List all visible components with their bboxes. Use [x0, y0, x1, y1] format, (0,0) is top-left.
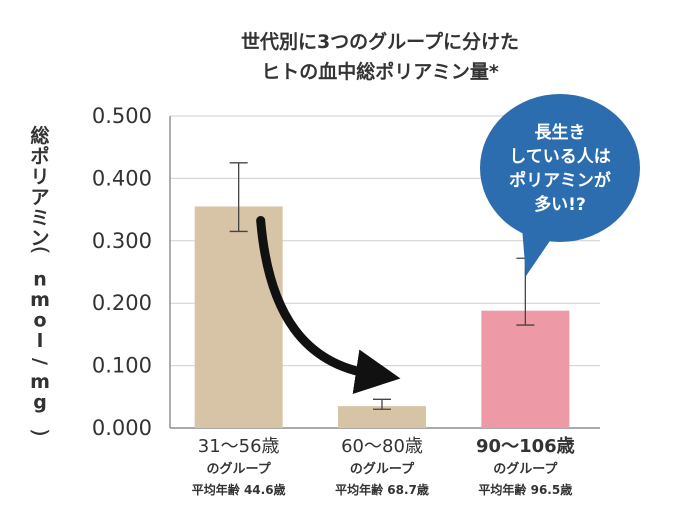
y-axis-label-char: g: [33, 392, 47, 414]
y-axis-label-char: ⏜: [30, 248, 50, 270]
y-axis-label-char: l: [37, 330, 44, 352]
y-tick-0.200: 0.200: [92, 291, 152, 315]
category-age-3: 平均年齢 96.5歳: [478, 482, 572, 497]
bar-1: [194, 206, 283, 428]
y-tick-labels: 0.000 0.100 0.200 0.300 0.400 0.500: [92, 104, 152, 440]
category-age-2: 平均年齢 68.7歳: [335, 482, 429, 497]
speech-bubble-line-1: 長生き: [535, 122, 586, 143]
y-tick-0.500: 0.500: [92, 104, 152, 128]
category-label-2: 60〜80歳: [341, 436, 423, 457]
bar-2: [338, 406, 426, 428]
category-age-1: 平均年齢 44.6歳: [192, 482, 286, 497]
y-axis-label-char: リ: [30, 166, 49, 188]
y-axis-label-char: ン: [30, 228, 49, 250]
y-tick-0.100: 0.100: [92, 354, 152, 378]
title-line-1: 世代別に3つのグループに分けた: [241, 30, 519, 53]
decline-arrow-path: [256, 215, 401, 394]
bar-3: [481, 310, 570, 428]
y-axis-label-char: ⏝: [30, 412, 50, 435]
speech-bubble-line-2: している人は: [509, 147, 611, 167]
speech-bubble-line-3: ポリアミンが: [509, 170, 611, 191]
title-line-2: ヒトの血中総ポリアミン量*: [261, 60, 499, 83]
y-axis-label-char: /: [29, 358, 51, 365]
y-axis-label-char: ミ: [30, 207, 49, 229]
speech-bubble-line-4: 多い!?: [534, 194, 586, 215]
category-sublabel-2: のグループ: [350, 461, 415, 477]
bars: [194, 206, 570, 428]
decline-arrow: [256, 215, 401, 394]
category-label-1: 31〜56歳: [198, 436, 280, 457]
y-axis-label-char: m: [30, 371, 50, 393]
y-tick-0.000: 0.000: [92, 416, 152, 440]
y-axis-label-char: ポ: [30, 145, 49, 168]
category-label-3: 90〜106歳: [476, 436, 575, 457]
y-axis-label-char: 総: [30, 124, 49, 147]
y-tick-0.400: 0.400: [92, 166, 152, 190]
y-axis-label-char: ア: [30, 187, 49, 209]
category-sublabel-1: のグループ: [207, 461, 272, 477]
y-axis-label-char: n: [33, 269, 47, 291]
category-sublabel-3: のグループ: [493, 461, 558, 477]
speech-bubble-body: [480, 94, 640, 242]
y-tick-0.300: 0.300: [92, 229, 152, 253]
y-axis-label-char: o: [33, 310, 46, 332]
y-axis-label-char: m: [30, 289, 50, 311]
